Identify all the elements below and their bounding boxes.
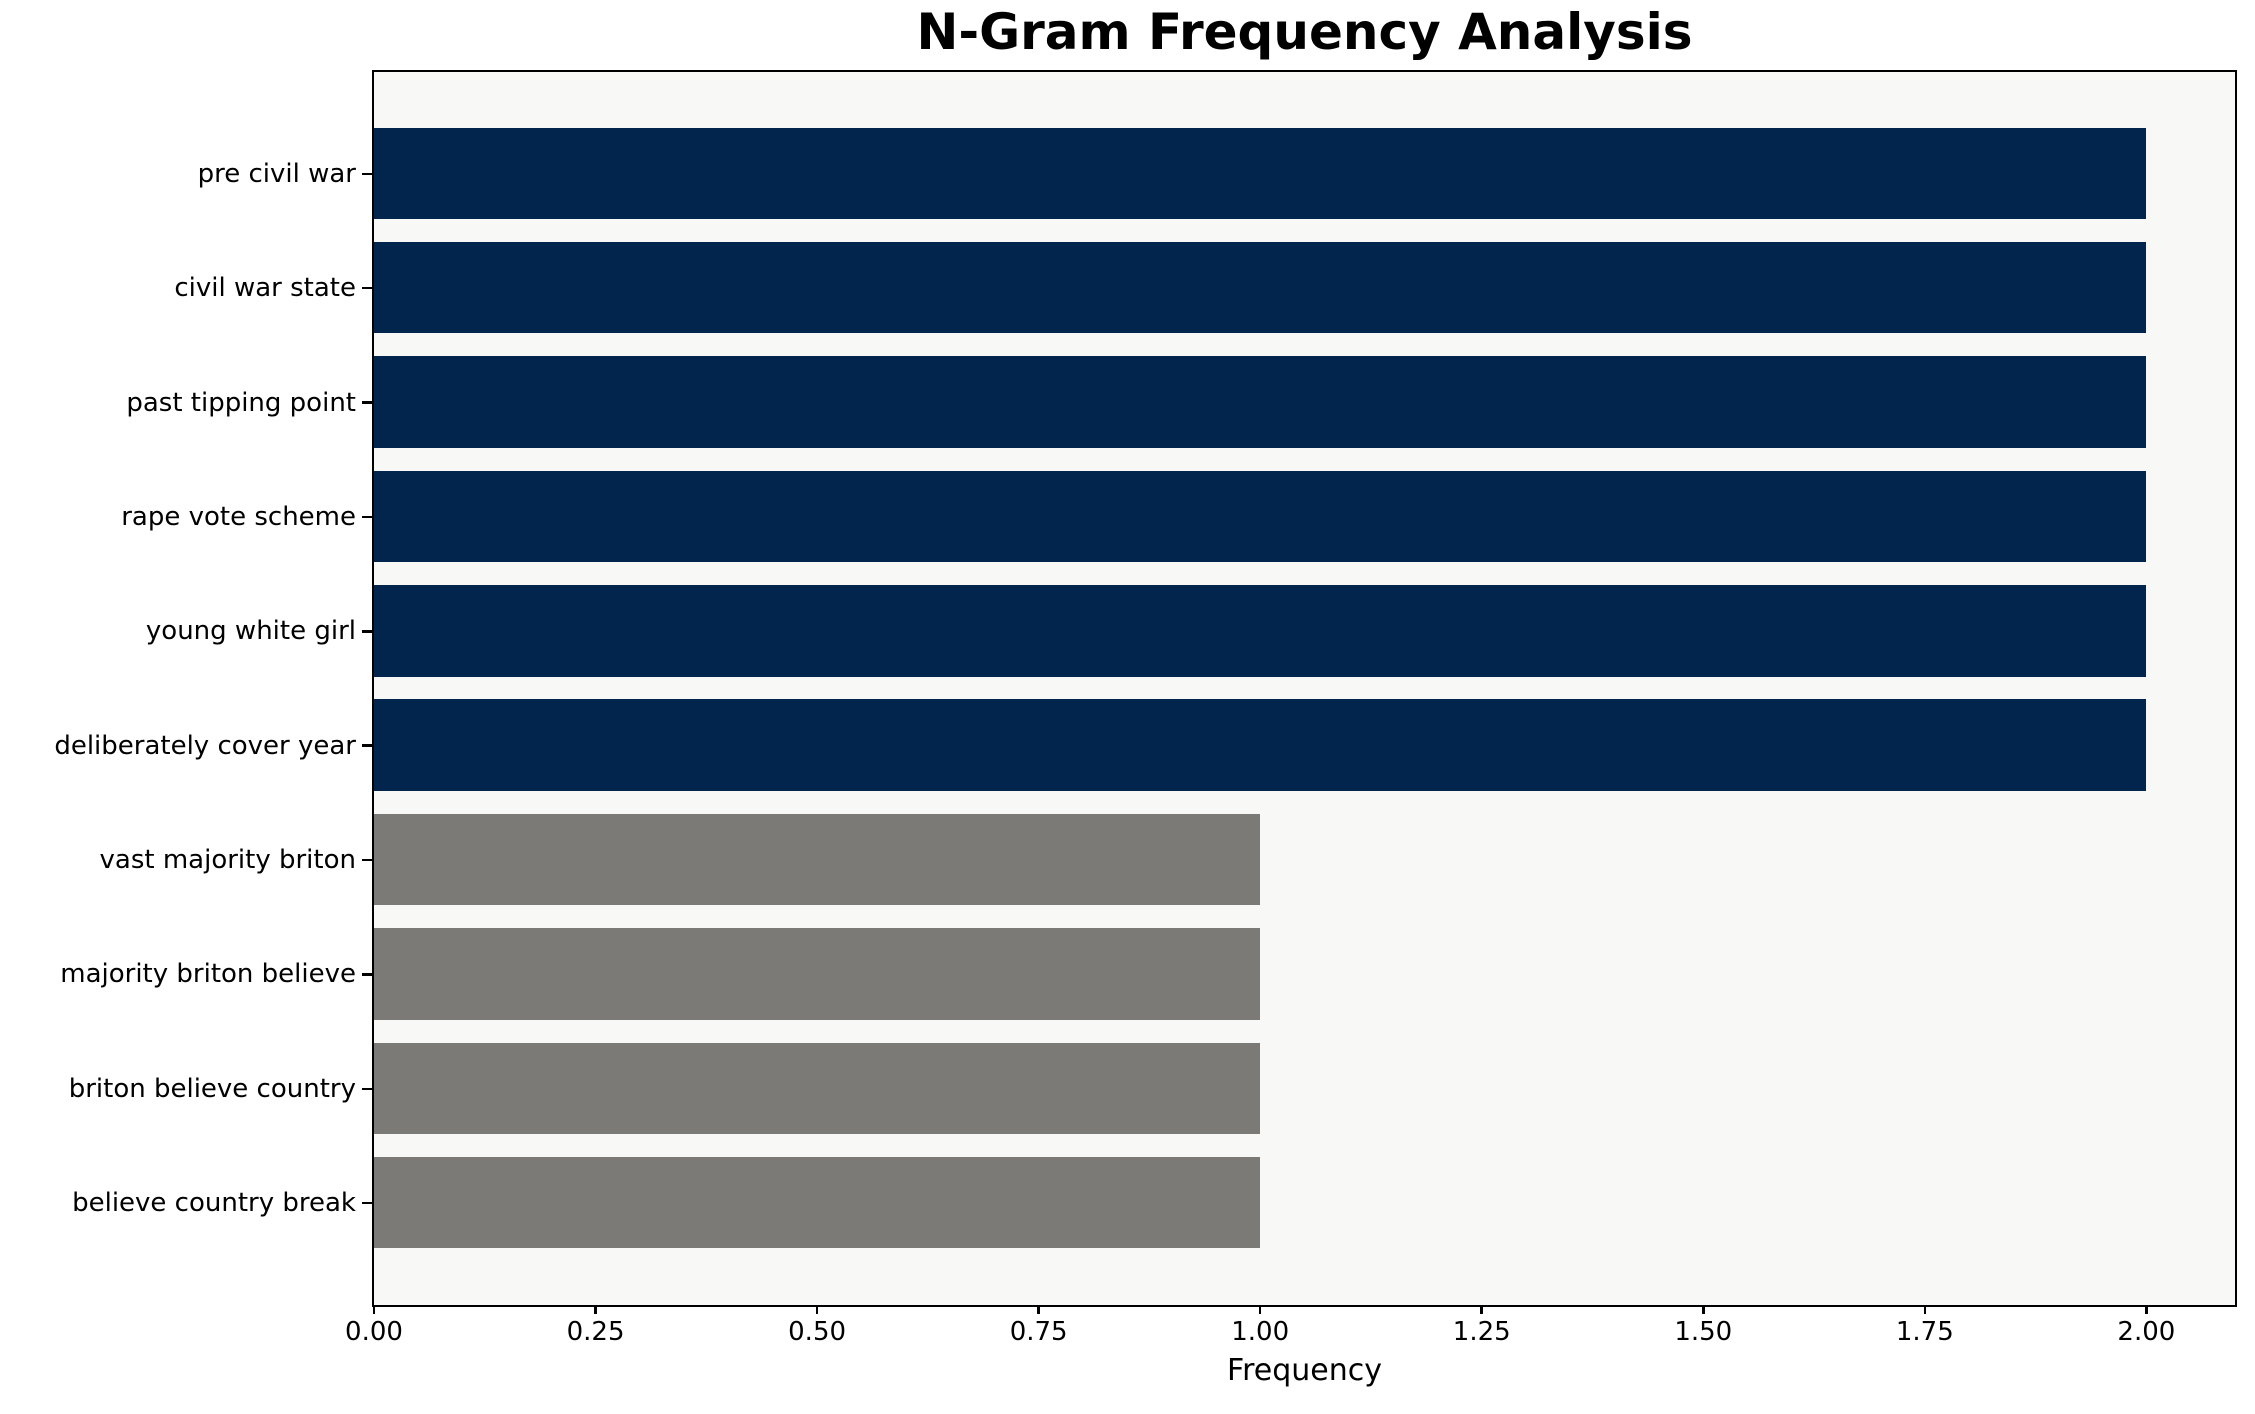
x-axis-title: Frequency [1227,1353,1382,1388]
y-tick-label: briton believe country [68,1073,356,1104]
x-tick-label: 0.75 [1009,1317,1068,1347]
y-tick-mark [362,286,372,290]
bar-pre-civil-war [373,127,2146,220]
y-tick-mark [362,858,372,862]
bar-briton-believe-country [373,1042,1260,1135]
x-tick-label: 2.00 [2117,1317,2176,1347]
bar-civil-war-state [373,241,2146,334]
y-tick-mark [362,973,372,976]
y-tick-label: deliberately cover year [54,730,356,761]
x-tick-mark [1702,1305,1705,1314]
bar-majority-briton-believe [373,928,1260,1020]
bar-young-white-girl [373,585,2146,677]
bar-past-tipping-point [373,356,2146,448]
y-tick-mark [362,744,372,747]
x-tick-label: 0.25 [566,1317,625,1347]
y-tick-mark [362,172,372,176]
chart-title: N-Gram Frequency Analysis [916,3,1693,61]
y-tick-mark [362,401,372,404]
y-tick-label: past tipping point [126,387,356,418]
x-tick-label: 1.00 [1231,1317,1290,1347]
bar-believe-country-break [373,1156,1260,1249]
x-tick-label: 0.00 [345,1317,403,1347]
bar-deliberately-cover-year [373,699,2146,791]
y-tick-mark [362,515,372,519]
x-tick-mark [2145,1305,2148,1314]
y-tick-mark [362,630,372,633]
x-tick-label: 1.50 [1674,1317,1733,1347]
x-tick-label: 1.25 [1452,1317,1511,1347]
bar-rape-vote-scheme [373,470,2146,563]
y-tick-mark [362,1201,372,1205]
y-tick-label: believe country break [72,1188,356,1219]
x-tick-mark [815,1305,819,1314]
y-tick-label: vast majority briton [99,845,356,876]
plot-area [371,69,2237,1307]
x-tick-mark [594,1305,597,1314]
y-tick-label: majority briton believe [60,959,356,990]
x-tick-mark [1923,1305,1927,1314]
x-tick-label: 1.75 [1895,1317,1954,1347]
bar-vast-majority-briton [373,813,1260,906]
y-tick-mark [362,1087,372,1091]
x-tick-mark [372,1305,376,1314]
x-tick-mark [1480,1305,1483,1314]
x-tick-label: 0.50 [788,1317,847,1347]
y-tick-label: civil war state [174,273,356,304]
x-tick-mark [1258,1305,1262,1314]
y-tick-label: pre civil war [197,158,356,189]
y-tick-label: young white girl [145,616,356,647]
y-tick-label: rape vote scheme [121,501,356,532]
x-tick-mark [1037,1305,1040,1314]
